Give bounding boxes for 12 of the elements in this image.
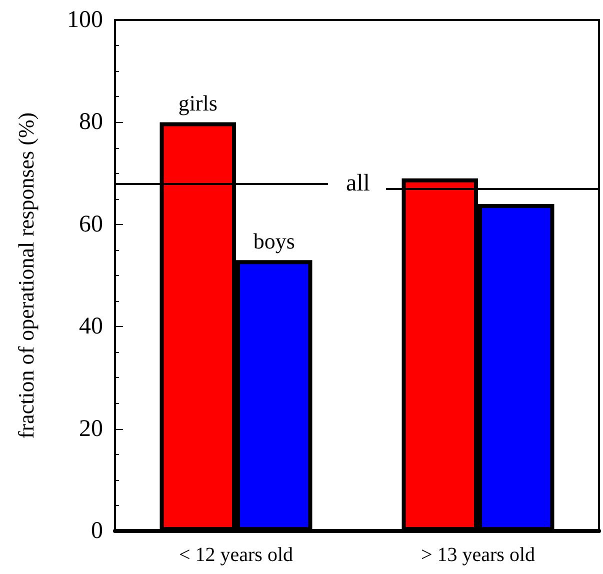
y-tick-label: 40 (79, 314, 103, 340)
y-tick-label: 60 (79, 211, 103, 238)
y-tick-label: 100 (67, 7, 103, 33)
ref-line-label: all (346, 170, 370, 197)
series-label: girls (178, 90, 218, 116)
x-tick-label: > 13 years old (420, 544, 536, 566)
y-tick-label: 80 (79, 109, 103, 136)
y-tick-label: 0 (91, 518, 103, 544)
series-label: boys (253, 228, 295, 254)
y-tick-label: 20 (79, 416, 103, 442)
y-axis-title: fraction of operational responses (%) (14, 112, 38, 439)
x-tick-label: < 12 years old (178, 544, 294, 566)
